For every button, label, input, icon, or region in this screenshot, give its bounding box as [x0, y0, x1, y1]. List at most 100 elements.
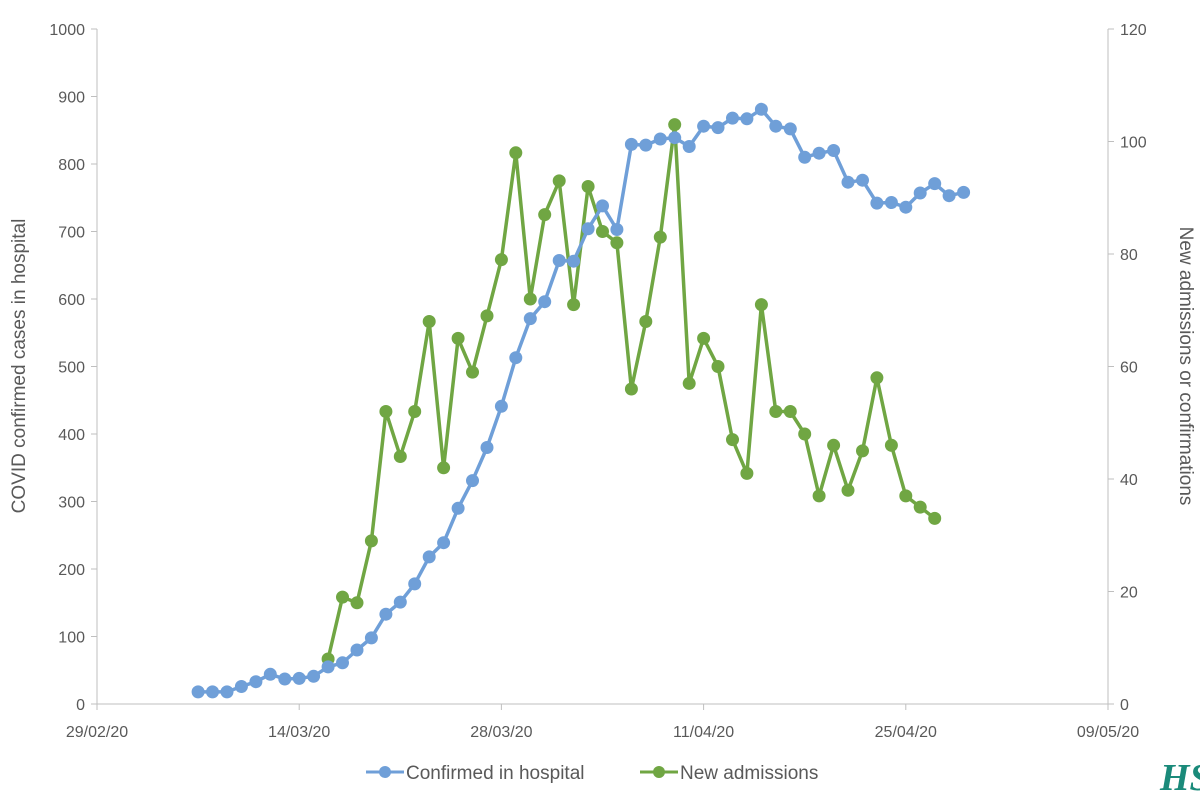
y-right-axis-title: New admissions or confirmations: [1175, 227, 1196, 506]
data-point: [870, 371, 884, 385]
data-point: [798, 150, 812, 164]
legend-label-admissions: New admissions: [680, 763, 818, 784]
legend-label-confirmed: Confirmed in hospital: [406, 763, 584, 784]
data-point: [350, 643, 364, 657]
data-point: [523, 312, 537, 326]
data-point: [697, 331, 711, 345]
data-point: [292, 671, 306, 685]
data-point: [884, 438, 898, 452]
data-point: [624, 382, 638, 396]
y-left-tick-label: 500: [58, 360, 85, 377]
y-left-tick-label: 900: [58, 90, 85, 107]
hse-logo-text: HSE: [1159, 757, 1200, 799]
y-right-tick-label: 60: [1120, 360, 1138, 377]
data-point: [336, 590, 349, 604]
data-point: [581, 222, 595, 236]
data-point: [899, 489, 913, 503]
x-tick-label: 28/03/20: [470, 724, 532, 741]
y-right-tick-label: 0: [1120, 697, 1129, 714]
data-point: [422, 315, 436, 328]
y-right-tick-label: 120: [1120, 22, 1147, 39]
data-point: [379, 607, 393, 621]
series-new-admissions: [321, 118, 942, 666]
data-point: [494, 399, 508, 413]
data-point: [783, 122, 797, 136]
data-point: [754, 102, 768, 116]
data-point: [682, 140, 696, 153]
data-point: [234, 680, 248, 693]
data-point: [494, 253, 508, 267]
data-point: [899, 200, 913, 214]
data-point: [451, 331, 465, 345]
data-point: [856, 444, 869, 458]
data-point: [249, 675, 263, 689]
y-left-tick-label: 100: [58, 630, 85, 647]
data-point: [206, 685, 219, 699]
data-point: [827, 144, 841, 157]
data-point: [726, 111, 739, 125]
data-point: [364, 631, 378, 645]
data-point: [812, 489, 826, 503]
data-point: [263, 667, 277, 681]
data-point: [422, 550, 436, 564]
series-confirmed-in-hospital: [191, 102, 971, 699]
series-layer: [191, 102, 971, 699]
data-point: [610, 223, 624, 236]
data-point: [668, 131, 682, 145]
data-point: [466, 365, 479, 379]
axes: [91, 28, 1114, 710]
data-point: [552, 254, 566, 267]
data-point: [769, 405, 783, 418]
data-point: [928, 511, 942, 525]
data-point: [870, 196, 884, 210]
data-point: [379, 405, 393, 418]
data-point: [740, 112, 754, 126]
data-point: [856, 173, 869, 187]
y-left-tick-label: 600: [58, 292, 85, 309]
data-point: [639, 315, 653, 328]
data-point: [711, 360, 725, 373]
data-point: [567, 298, 581, 312]
data-point: [596, 225, 609, 238]
data-point: [220, 685, 234, 699]
data-point: [393, 450, 407, 463]
y-left-tick-label: 1000: [49, 22, 85, 39]
data-point: [538, 295, 552, 309]
data-point: [928, 177, 942, 191]
y-left-tick-label: 200: [58, 562, 85, 579]
x-tick-label: 11/04/20: [673, 724, 734, 741]
data-point: [581, 180, 595, 193]
data-point: [682, 376, 696, 390]
data-point: [653, 230, 667, 244]
data-point: [466, 474, 479, 488]
data-point: [653, 132, 667, 146]
data-point: [408, 577, 422, 591]
data-point: [350, 596, 364, 610]
x-tick-label: 29/02/20: [66, 724, 128, 741]
data-point: [754, 298, 768, 312]
data-point: [509, 146, 523, 160]
data-point: [812, 146, 826, 160]
data-point: [668, 118, 682, 132]
x-tick-label: 25/04/20: [875, 724, 937, 741]
data-point: [437, 461, 451, 475]
data-point: [437, 536, 451, 550]
series-line: [198, 107, 964, 694]
data-point: [726, 433, 739, 447]
y-left-tick-label: 700: [58, 225, 85, 242]
data-point: [480, 309, 494, 323]
data-point: [841, 483, 855, 497]
legend-item-admissions: New admissions: [640, 763, 818, 784]
y-right-tick-label: 20: [1120, 585, 1138, 602]
data-point: [884, 196, 898, 209]
data-point: [191, 685, 205, 699]
data-point: [913, 186, 927, 200]
data-point: [624, 137, 638, 151]
data-point: [321, 660, 335, 674]
data-point: [711, 121, 725, 135]
legend-marker-confirmed: [379, 766, 391, 778]
data-point: [451, 501, 465, 515]
x-tick-label: 14/03/20: [268, 724, 330, 741]
data-point: [596, 199, 609, 213]
